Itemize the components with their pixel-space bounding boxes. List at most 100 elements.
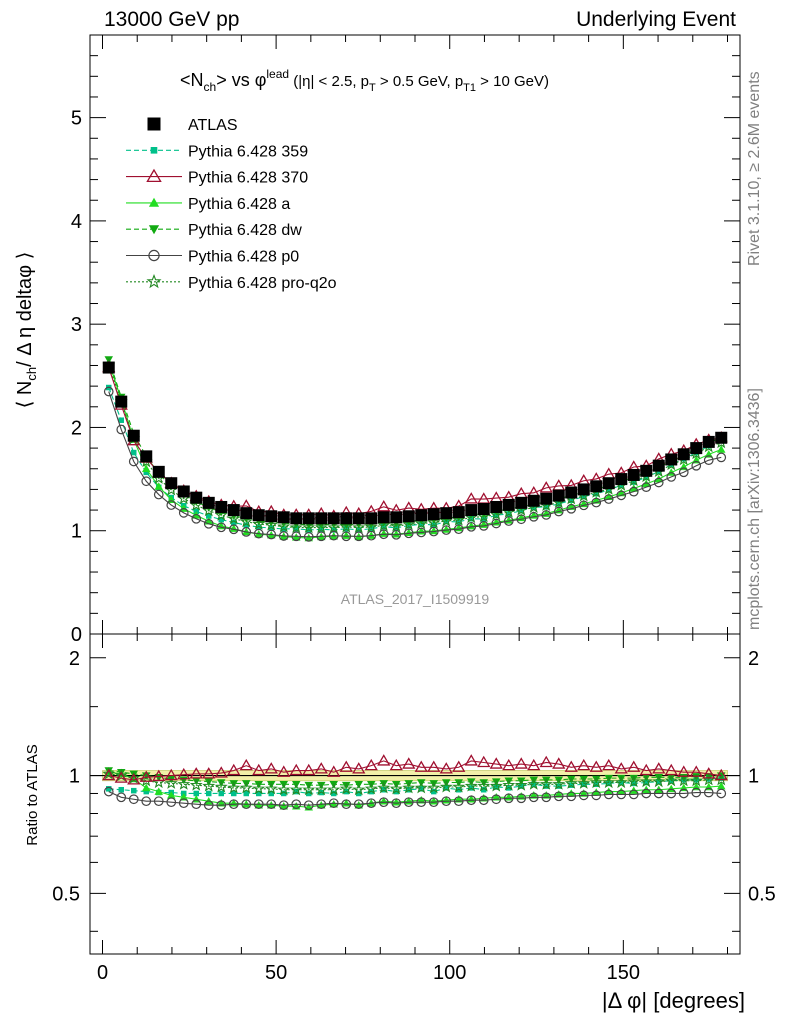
legend-marker-pythia-6-428-359 [150, 147, 158, 154]
point-pythia-6-428-a [392, 529, 401, 538]
point-pythia-6-428-pro-q2o [414, 516, 428, 530]
ratio-point-pythia-6-428-370 [552, 757, 566, 769]
ratio-point-pythia-6-428-p0 [353, 799, 364, 810]
ratio-point-pythia-6-428-pro-q2o [177, 777, 191, 790]
point-atlas [190, 491, 203, 504]
series-line-pythia-6-428-a [108, 362, 722, 539]
ratio-point-pythia-6-428-359 [218, 790, 224, 797]
ratio-point-pythia-6-428-p0 [428, 797, 439, 808]
ratio-point-pythia-6-428-359 [656, 778, 662, 785]
legend-label-pythia-6-428-dw: Pythia 6.428 dw [188, 222, 302, 239]
ratio-point-pythia-6-428-359 [106, 786, 112, 792]
point-pythia-6-428-p0 [228, 524, 239, 535]
ratio-point-pythia-6-428-pro-q2o [402, 781, 416, 794]
ratio-point-pythia-6-428-p0 [228, 799, 239, 810]
ratio-point-pythia-6-428-pro-q2o [489, 779, 503, 792]
ratio-point-pythia-6-428-370 [339, 760, 353, 772]
ratio-point-pythia-6-428-370 [464, 754, 478, 766]
ratio-tick-label-right: 0.5 [748, 883, 776, 905]
ratio-point-pythia-6-428-p0 [303, 800, 314, 811]
ratio-point-pythia-6-428-pro-q2o [552, 777, 566, 790]
ratio-point-pythia-6-428-359 [243, 790, 249, 797]
point-atlas [627, 468, 640, 481]
ratio-point-pythia-6-428-370 [589, 760, 603, 772]
ratio-point-pythia-6-428-p0 [416, 797, 427, 808]
ratio-point-pythia-6-428-370 [114, 771, 128, 783]
ratio-point-pythia-6-428-p0 [641, 788, 652, 799]
legend-marker-pythia-6-428-dw [148, 225, 160, 235]
ratio-point-pythia-6-428-370 [352, 762, 366, 774]
point-pythia-6-428-p0 [391, 529, 402, 540]
y-tick-label-main: 0 [71, 624, 82, 646]
point-pythia-6-428-pro-q2o [389, 519, 403, 532]
point-atlas [115, 395, 128, 408]
ratio-point-pythia-6-428-pro-q2o [364, 782, 378, 795]
ratio-point-pythia-6-428-370 [427, 760, 441, 772]
point-pythia-6-428-p0 [353, 531, 364, 542]
point-pythia-6-428-p0 [628, 486, 639, 497]
ratio-point-pythia-6-428-370 [614, 762, 628, 774]
ratio-point-pythia-6-428-359 [143, 788, 149, 795]
ratio-point-pythia-6-428-370 [227, 763, 241, 776]
ratio-point-pythia-6-428-pro-q2o [527, 777, 541, 790]
point-pythia-6-428-pro-q2o [314, 520, 328, 534]
point-pythia-6-428-p0 [366, 530, 377, 541]
point-pythia-6-428-359 [143, 469, 149, 476]
point-pythia-6-428-359 [568, 497, 574, 504]
ratio-point-pythia-6-428-370 [402, 757, 416, 769]
ratio-point-pythia-6-428-359 [581, 781, 587, 788]
point-pythia-6-428-pro-q2o [227, 511, 241, 525]
point-pythia-6-428-pro-q2o [439, 514, 453, 527]
ratio-point-pythia-6-428-370 [439, 762, 453, 774]
point-atlas [227, 504, 240, 517]
ratio-point-pythia-6-428-p0 [341, 799, 352, 810]
ratio-point-pythia-6-428-pro-q2o [639, 774, 653, 788]
chart-title: <Nch> vs φlead (|η| < 2.5, pT > 0.5 GeV,… [180, 67, 549, 94]
point-atlas [652, 459, 665, 472]
point-pythia-6-428-359 [293, 525, 299, 532]
y-tick-label-main: 2 [71, 417, 82, 439]
point-atlas [252, 509, 265, 522]
ratio-point-pythia-6-428-a [604, 787, 613, 795]
ratio-point-pythia-6-428-pro-q2o [302, 782, 316, 796]
ratio-point-pythia-6-428-pro-q2o [614, 775, 628, 789]
ratio-point-pythia-6-428-370 [202, 767, 216, 779]
point-atlas [165, 477, 178, 490]
ratio-point-pythia-6-428-p0 [516, 793, 527, 804]
y-tick-label-main: 3 [71, 314, 82, 336]
ratio-point-pythia-6-428-359 [481, 786, 487, 793]
ratio-point-pythia-6-428-370 [164, 768, 178, 781]
x-tick-label: 100 [433, 962, 466, 984]
point-pythia-6-428-p0 [553, 506, 564, 517]
point-atlas [302, 512, 315, 525]
ratio-point-pythia-6-428-dw [704, 773, 713, 781]
ratio-point-pythia-6-428-pro-q2o [439, 780, 453, 793]
legend-label-pythia-6-428-359: Pythia 6.428 359 [188, 143, 308, 160]
point-atlas [315, 512, 328, 525]
ratio-point-pythia-6-428-370 [689, 765, 703, 777]
ratio-point-pythia-6-428-p0 [403, 797, 414, 808]
legend-label-pythia-6-428-a: Pythia 6.428 a [188, 196, 290, 213]
point-atlas [615, 473, 628, 486]
point-atlas [427, 508, 440, 521]
ratio-point-pythia-6-428-p0 [153, 796, 164, 807]
ratio-point-pythia-6-428-359 [306, 790, 312, 797]
ratio-point-pythia-6-428-370 [514, 757, 528, 769]
ratio-point-pythia-6-428-370 [677, 765, 691, 777]
ratio-point-pythia-6-428-p0 [166, 797, 177, 808]
ratio-tick-label: 2 [69, 648, 80, 670]
point-pythia-6-428-359 [468, 515, 474, 522]
ratio-point-pythia-6-428-a [417, 795, 426, 804]
point-pythia-6-428-pro-q2o [402, 517, 416, 531]
ratio-point-pythia-6-428-p0 [116, 792, 127, 803]
ratio-point-pythia-6-428-359 [431, 788, 437, 795]
ratio-point-pythia-6-428-359 [206, 790, 212, 797]
point-atlas [502, 498, 515, 511]
ratio-point-pythia-6-428-p0 [703, 787, 714, 798]
ratio-point-pythia-6-428-370 [564, 760, 578, 772]
y-tick-label-main: 4 [71, 211, 82, 233]
ratio-point-pythia-6-428-pro-q2o [289, 782, 303, 796]
ratio-line-pythia-6-428-dw [108, 769, 722, 786]
ratio-point-pythia-6-428-p0 [128, 794, 139, 805]
point-pythia-6-428-a [342, 531, 351, 539]
